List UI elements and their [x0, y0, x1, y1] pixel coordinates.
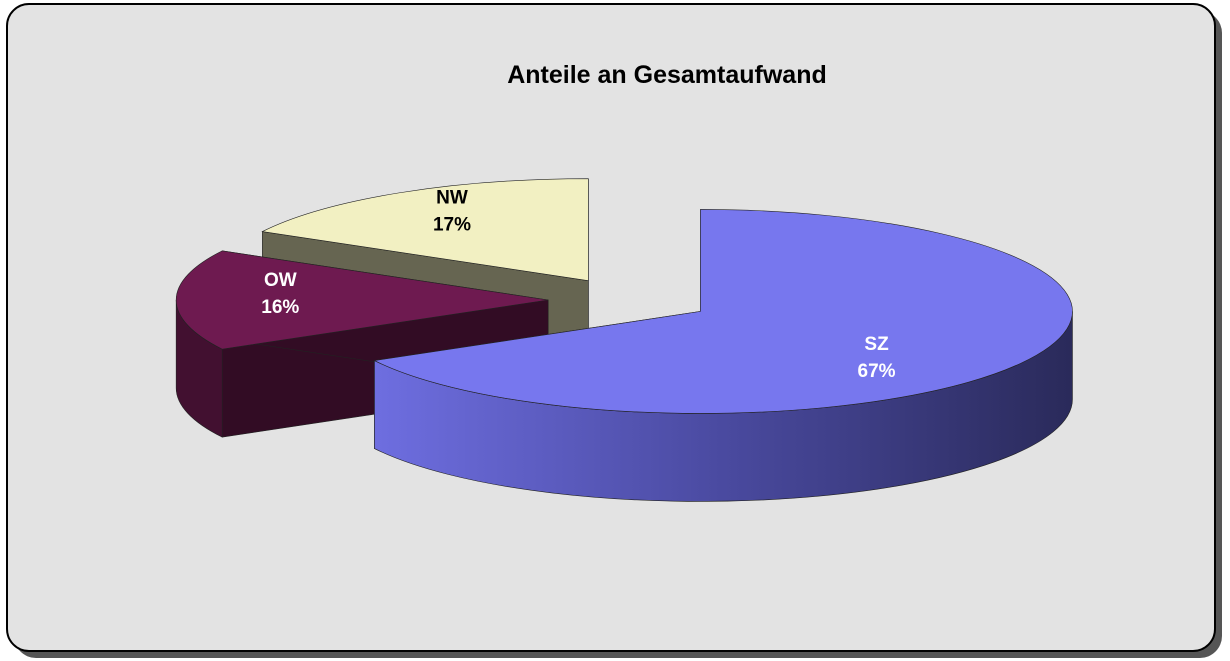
slice-value-label: 16%: [261, 297, 299, 318]
chart-title: Anteile an Gesamtaufwand: [507, 61, 827, 89]
slice-name: NW: [436, 187, 468, 208]
slice: [373, 209, 1073, 502]
slice-name: OW: [264, 270, 297, 291]
slice-top: [261, 178, 589, 282]
slice-value-label: 17%: [433, 214, 471, 235]
slice-name: SZ: [864, 334, 889, 355]
plot-area: [175, 178, 1073, 502]
slice-value-label: 67%: [858, 361, 896, 382]
slice-top: [175, 250, 549, 350]
slice-top: [373, 209, 1073, 414]
